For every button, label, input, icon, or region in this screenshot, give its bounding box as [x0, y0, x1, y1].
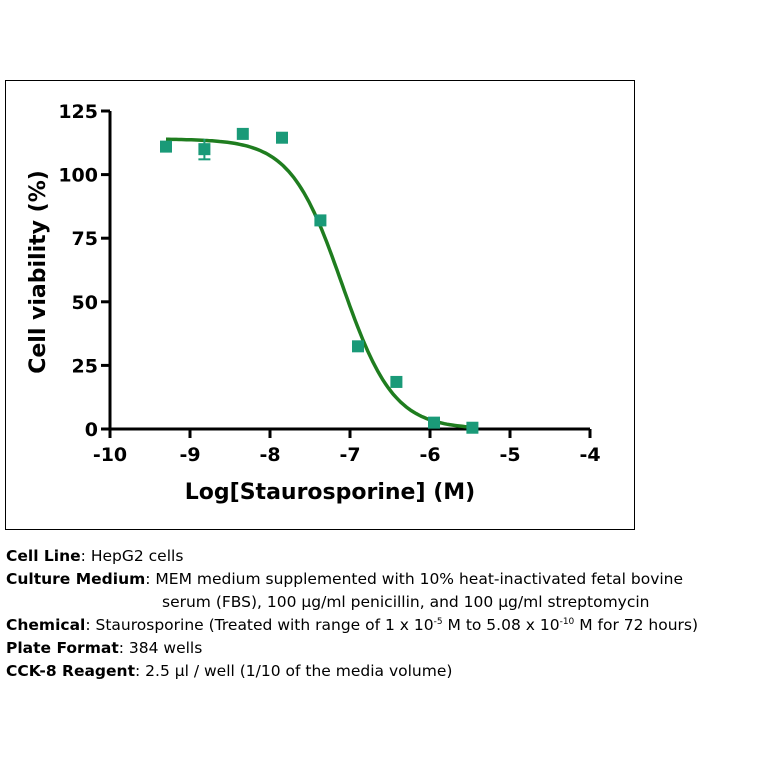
x-axis-title: Log[Staurosporine] (M) — [185, 480, 475, 505]
chemical-label: Chemical — [6, 616, 86, 634]
x-tick-label: -5 — [499, 444, 520, 466]
data-point — [236, 127, 249, 140]
culture-medium-row: Culture Medium: MEM medium supplemented … — [6, 570, 684, 588]
x-tick-label: -10 — [93, 444, 127, 466]
chemical-value-mid: M to 5.08 x 10 — [442, 616, 560, 634]
chemical-row: Chemical: Staurosporine (Treated with ra… — [6, 616, 699, 634]
y-tick-label: 75 — [72, 228, 98, 250]
data-point — [390, 375, 403, 388]
plate-format-row: Plate Format: 384 wells — [6, 639, 203, 657]
data-point — [314, 214, 327, 227]
culture-medium-label: Culture Medium — [6, 570, 146, 588]
data-point — [160, 140, 172, 153]
culture-medium-value-line1: MEM medium supplemented with 10% heat-in… — [155, 570, 684, 588]
plate-format-label: Plate Format — [6, 639, 119, 657]
y-tick-label: 0 — [85, 419, 98, 441]
fit-curve — [166, 137, 473, 429]
cell-line-value: HepG2 cells — [90, 547, 184, 565]
chemical-exponent-2: -10 — [559, 617, 575, 627]
chart-frame — [5, 80, 635, 530]
cck8-label: CCK-8 Reagent — [6, 662, 135, 680]
cck8-value: 2.5 µl / well (1/10 of the media volume) — [145, 662, 453, 680]
data-point — [276, 131, 288, 144]
y-tick-label: 25 — [72, 355, 98, 377]
x-tick-label: -7 — [339, 444, 360, 466]
cell-line-label: Cell Line — [6, 547, 81, 565]
cck8-row: CCK-8 Reagent: 2.5 µl / well (1/10 of th… — [6, 662, 453, 680]
data-point — [352, 340, 364, 353]
culture-medium-continuation: serum (FBS), 100 µg/ml penicillin, and 1… — [6, 591, 761, 614]
plate-format-value: 384 wells — [128, 639, 203, 657]
culture-medium-value-line2: serum (FBS), 100 µg/ml penicillin, and 1… — [162, 593, 650, 611]
x-tick-label: -4 — [579, 444, 600, 466]
chemical-value-post: M for 72 hours) — [574, 616, 699, 634]
viability-chart: 0 25 50 75 100 125 -10 -9 -8 -7 -6 -5 -4 Log[Staurosp… — [26, 101, 601, 505]
x-tick-label: -9 — [179, 444, 200, 466]
y-tick-label: 125 — [58, 101, 98, 123]
chemical-exponent-1: -5 — [433, 617, 443, 627]
x-tick-label: -6 — [419, 444, 440, 466]
y-tick-label: 100 — [58, 165, 98, 187]
x-tick-label: -8 — [259, 444, 280, 466]
experiment-info: Cell Line: HepG2 cells Culture Medium: M… — [6, 545, 761, 683]
y-tick-label: 50 — [72, 292, 98, 314]
data-point — [198, 143, 211, 156]
y-axis-title: Cell viability (%) — [26, 170, 51, 374]
data-point — [428, 416, 440, 429]
cell-line-row: Cell Line: HepG2 cells — [6, 547, 184, 565]
chemical-value-pre: Staurosporine (Treated with range of 1 x… — [95, 616, 434, 634]
data-point — [466, 421, 479, 434]
